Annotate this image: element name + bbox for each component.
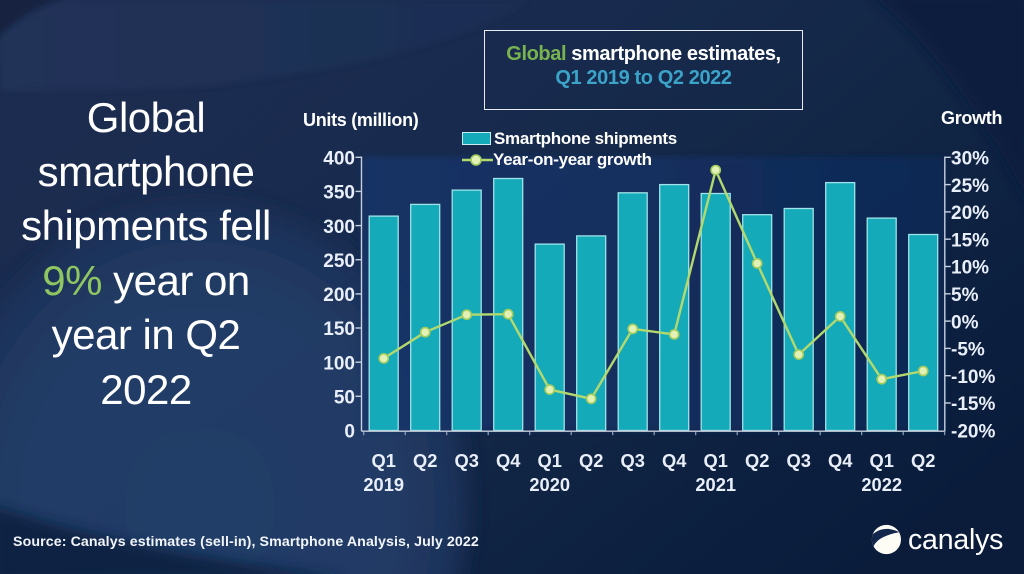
svg-text:Q1: Q1 xyxy=(870,450,894,471)
svg-text:Q1: Q1 xyxy=(538,450,562,471)
svg-text:10%: 10% xyxy=(951,258,989,279)
svg-text:Q2: Q2 xyxy=(911,450,935,471)
svg-text:-15%: -15% xyxy=(951,394,995,415)
svg-text:200: 200 xyxy=(323,285,355,306)
svg-text:300: 300 xyxy=(323,217,355,238)
svg-text:Q2: Q2 xyxy=(745,450,769,471)
svg-text:Q4: Q4 xyxy=(496,450,521,471)
svg-text:Q3: Q3 xyxy=(621,450,645,471)
svg-text:15%: 15% xyxy=(951,230,989,251)
svg-text:0: 0 xyxy=(344,422,355,443)
svg-text:Q2: Q2 xyxy=(413,450,437,471)
svg-text:100: 100 xyxy=(323,353,355,374)
svg-text:0%: 0% xyxy=(951,312,979,333)
svg-text:30%: 30% xyxy=(951,149,989,170)
svg-text:Q4: Q4 xyxy=(662,450,687,471)
svg-text:2021: 2021 xyxy=(695,474,736,495)
svg-text:50: 50 xyxy=(334,388,355,409)
svg-text:Q2: Q2 xyxy=(579,450,603,471)
svg-text:20%: 20% xyxy=(951,203,989,224)
svg-text:250: 250 xyxy=(323,251,355,272)
svg-text:-5%: -5% xyxy=(951,340,985,361)
svg-text:Q3: Q3 xyxy=(787,450,811,471)
svg-text:2019: 2019 xyxy=(363,474,404,495)
svg-text:2022: 2022 xyxy=(861,474,902,495)
svg-text:Q1: Q1 xyxy=(372,450,396,471)
svg-text:350: 350 xyxy=(323,183,355,204)
svg-text:-20%: -20% xyxy=(951,422,995,443)
svg-text:400: 400 xyxy=(323,149,355,170)
svg-text:Q3: Q3 xyxy=(455,450,479,471)
svg-text:-10%: -10% xyxy=(951,367,995,388)
svg-text:25%: 25% xyxy=(951,176,989,197)
svg-text:Q4: Q4 xyxy=(828,450,853,471)
svg-text:150: 150 xyxy=(323,319,355,340)
svg-text:5%: 5% xyxy=(951,285,979,306)
svg-text:Q1: Q1 xyxy=(704,450,728,471)
svg-text:2020: 2020 xyxy=(529,474,570,495)
